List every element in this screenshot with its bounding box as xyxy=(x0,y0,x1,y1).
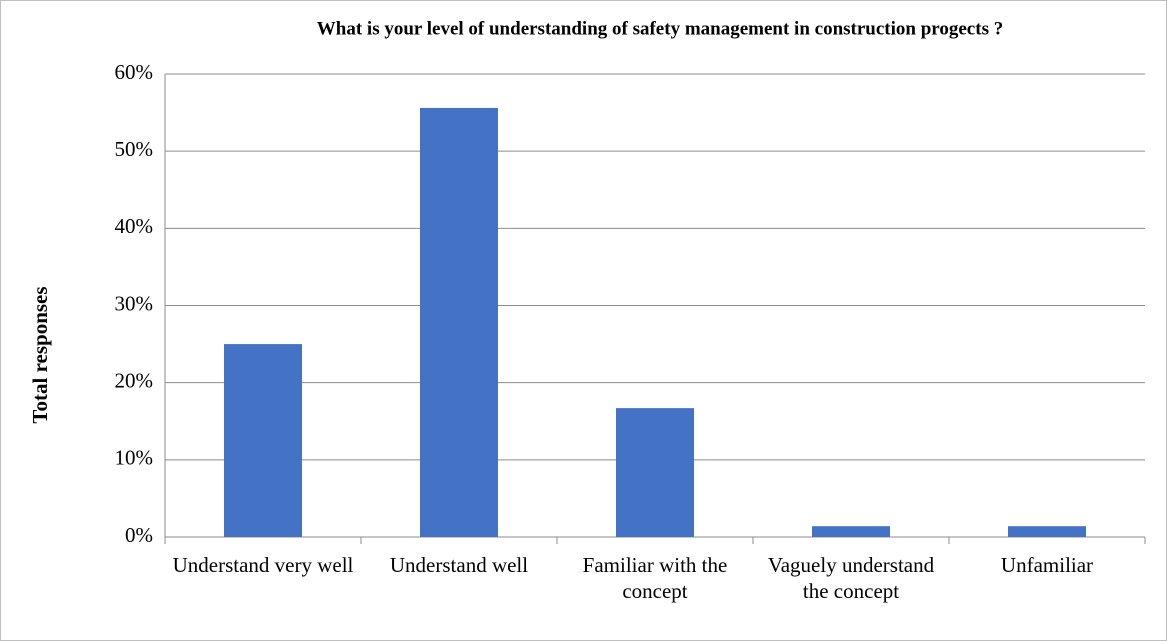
x-tick-label: Vaguely understand the concept xyxy=(767,553,935,603)
y-tick-label: 10% xyxy=(115,446,154,470)
x-tick-label: Familiar with the concept xyxy=(582,553,728,603)
bar xyxy=(812,526,890,537)
bar xyxy=(1008,526,1086,537)
y-tick-label: 50% xyxy=(115,137,154,161)
x-tick-label: Understand very well xyxy=(172,553,354,577)
bar xyxy=(420,107,498,537)
x-tick-label: Unfamiliar xyxy=(1000,553,1094,577)
y-tick-label: 60% xyxy=(115,60,154,84)
y-tick-label: 20% xyxy=(115,368,154,392)
bar xyxy=(616,408,694,537)
bar xyxy=(224,344,302,537)
y-tick-label: 40% xyxy=(115,214,154,238)
y-axis-label: Total responses xyxy=(28,286,52,423)
x-tick-label: Understand well xyxy=(389,553,529,577)
chart-title: What is your level of understanding of s… xyxy=(317,18,1003,39)
y-tick-label: 0% xyxy=(125,523,153,547)
y-tick-label: 30% xyxy=(115,291,154,315)
